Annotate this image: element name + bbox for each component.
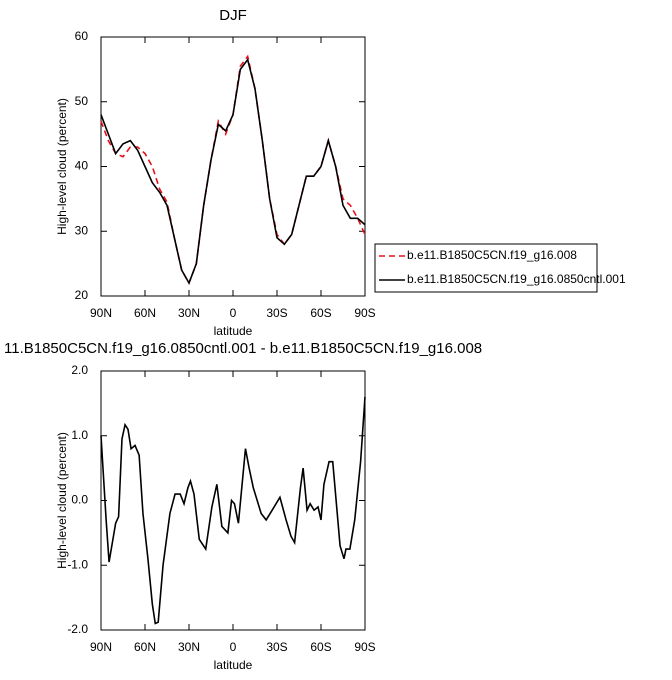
x-tick-label: 30S (266, 306, 287, 320)
x-tick-label: 60S (310, 640, 331, 654)
legend-label: b.e11.B1850C5CN.f19_g16.008 (407, 248, 577, 262)
y-tick-label: 1.0 (71, 428, 88, 442)
chart-title: DJF (219, 7, 247, 24)
legend-box (374, 243, 598, 293)
x-axis-label: latitude (214, 324, 253, 338)
y-tick-label: 0.0 (71, 493, 88, 507)
x-axis-label: latitude (214, 658, 253, 672)
plot-frame (100, 36, 366, 297)
plot-frame (100, 370, 366, 631)
y-tick-label: 20 (75, 288, 89, 302)
x-tick-label: 30N (178, 306, 200, 320)
y-axis-label: High-level cloud (percent) (55, 432, 69, 569)
x-tick-label: 90N (90, 306, 112, 320)
x-tick-label: 60N (134, 640, 156, 654)
x-tick-label: 60N (134, 306, 156, 320)
data-line (100, 54, 366, 285)
y-tick-label: 40 (75, 159, 89, 173)
x-tick-label: 0 (230, 306, 237, 320)
y-axis-label: High-level cloud (percent) (55, 98, 69, 235)
y-tick-label: -2.0 (67, 622, 88, 636)
data-line (100, 396, 366, 625)
chart-title: 11.B1850C5CN.f19_g16.0850cntl.001 - b.e1… (4, 340, 482, 357)
y-tick-label: 2.0 (71, 363, 88, 377)
y-tick-label: 50 (75, 94, 89, 108)
x-tick-label: 90S (354, 640, 375, 654)
x-tick-label: 0 (230, 640, 237, 654)
legend-label: b.e11.B1850C5CN.f19_g16.0850cntl.001 (407, 272, 626, 286)
y-tick-label: 30 (75, 223, 89, 237)
y-tick-label: -1.0 (67, 557, 88, 571)
x-tick-label: 60S (310, 306, 331, 320)
data-line (100, 57, 366, 285)
x-tick-label: 90N (90, 640, 112, 654)
x-tick-label: 30N (178, 640, 200, 654)
x-tick-label: 30S (266, 640, 287, 654)
x-tick-label: 90S (354, 306, 375, 320)
y-tick-label: 60 (75, 29, 89, 43)
